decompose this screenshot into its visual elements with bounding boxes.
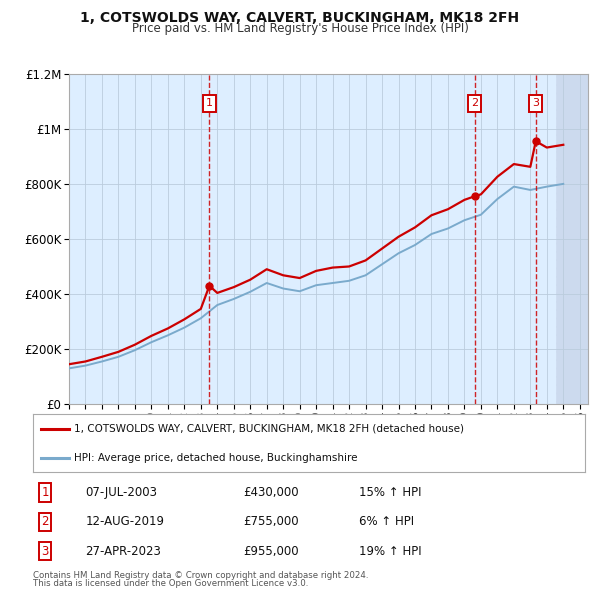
Bar xyxy=(556,74,588,404)
Text: 1: 1 xyxy=(41,486,49,499)
Text: 6% ↑ HPI: 6% ↑ HPI xyxy=(359,515,414,529)
Text: Price paid vs. HM Land Registry's House Price Index (HPI): Price paid vs. HM Land Registry's House … xyxy=(131,22,469,35)
Text: 1, COTSWOLDS WAY, CALVERT, BUCKINGHAM, MK18 2FH (detached house): 1, COTSWOLDS WAY, CALVERT, BUCKINGHAM, M… xyxy=(74,424,464,434)
Text: 07-JUL-2003: 07-JUL-2003 xyxy=(85,486,157,499)
Text: 3: 3 xyxy=(532,99,539,109)
Text: 1: 1 xyxy=(206,99,213,109)
Text: £755,000: £755,000 xyxy=(243,515,298,529)
Text: 19% ↑ HPI: 19% ↑ HPI xyxy=(359,545,421,558)
Text: £955,000: £955,000 xyxy=(243,545,298,558)
Text: HPI: Average price, detached house, Buckinghamshire: HPI: Average price, detached house, Buck… xyxy=(74,453,358,463)
Text: 2: 2 xyxy=(41,515,49,529)
Text: 15% ↑ HPI: 15% ↑ HPI xyxy=(359,486,421,499)
Text: 1, COTSWOLDS WAY, CALVERT, BUCKINGHAM, MK18 2FH: 1, COTSWOLDS WAY, CALVERT, BUCKINGHAM, M… xyxy=(80,11,520,25)
Text: 27-APR-2023: 27-APR-2023 xyxy=(85,545,161,558)
Text: 3: 3 xyxy=(41,545,49,558)
Text: 12-AUG-2019: 12-AUG-2019 xyxy=(85,515,164,529)
Text: This data is licensed under the Open Government Licence v3.0.: This data is licensed under the Open Gov… xyxy=(33,579,308,588)
Text: 2: 2 xyxy=(471,99,478,109)
Text: £430,000: £430,000 xyxy=(243,486,298,499)
Text: Contains HM Land Registry data © Crown copyright and database right 2024.: Contains HM Land Registry data © Crown c… xyxy=(33,571,368,579)
